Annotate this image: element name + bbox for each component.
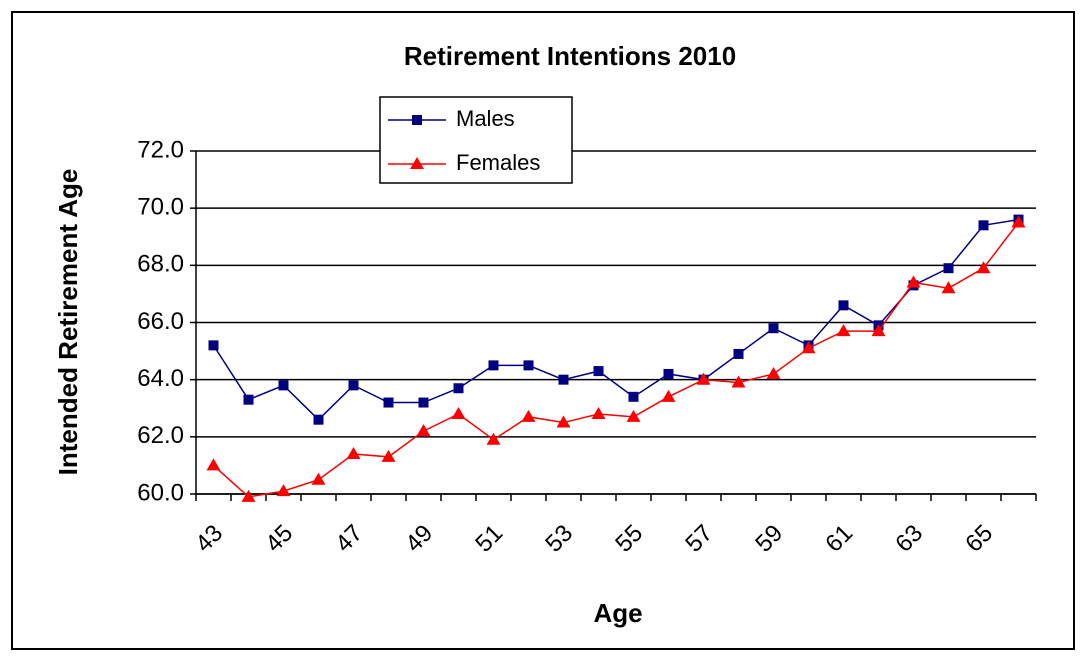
marker <box>486 432 501 445</box>
marker <box>521 409 536 422</box>
marker <box>978 220 989 231</box>
marker <box>733 348 744 359</box>
series-line <box>212 218 1019 421</box>
marker <box>593 366 604 377</box>
marker <box>410 157 424 169</box>
marker <box>976 261 991 274</box>
marker <box>451 406 466 419</box>
marker <box>416 424 431 437</box>
y-axis-title: Intended Retirement Age <box>53 169 83 476</box>
marker <box>348 380 359 391</box>
marker <box>768 323 779 334</box>
marker <box>412 115 422 125</box>
marker <box>311 472 326 485</box>
marker <box>346 446 361 459</box>
marker <box>523 360 534 371</box>
marker <box>766 366 781 379</box>
marker <box>731 375 746 388</box>
y-tick-label: 64.0 <box>137 365 184 392</box>
marker <box>941 281 956 294</box>
y-tick-label: 68.0 <box>137 251 184 278</box>
marker <box>801 341 816 354</box>
marker <box>871 324 886 337</box>
marker <box>313 414 324 425</box>
marker <box>591 406 606 419</box>
marker <box>943 263 954 274</box>
marker <box>838 300 849 311</box>
legend-label: Males <box>456 106 515 131</box>
y-tick-label: 66.0 <box>137 308 184 335</box>
marker <box>418 397 429 408</box>
marker <box>663 368 674 379</box>
marker <box>453 383 464 394</box>
marker <box>243 394 254 405</box>
marker <box>208 340 219 351</box>
marker <box>696 372 711 385</box>
marker <box>488 360 499 371</box>
marker <box>383 397 394 408</box>
marker <box>906 275 921 288</box>
marker <box>241 489 256 502</box>
y-tick-label: 60.0 <box>137 479 184 506</box>
x-axis-title: Age <box>593 598 642 628</box>
marker <box>836 324 851 337</box>
legend-label: Females <box>456 150 540 175</box>
marker <box>381 449 396 462</box>
y-tick-label: 72.0 <box>137 136 184 163</box>
y-tick-label: 70.0 <box>137 194 184 221</box>
marker <box>206 458 221 471</box>
marker <box>558 374 569 385</box>
marker <box>661 389 676 402</box>
chart-title: Retirement Intentions 2010 <box>404 41 736 71</box>
y-tick-label: 62.0 <box>137 422 184 449</box>
marker <box>556 415 571 428</box>
marker <box>1011 215 1026 228</box>
marker <box>628 391 639 402</box>
marker <box>276 484 291 497</box>
marker <box>626 409 641 422</box>
marker <box>278 380 289 391</box>
